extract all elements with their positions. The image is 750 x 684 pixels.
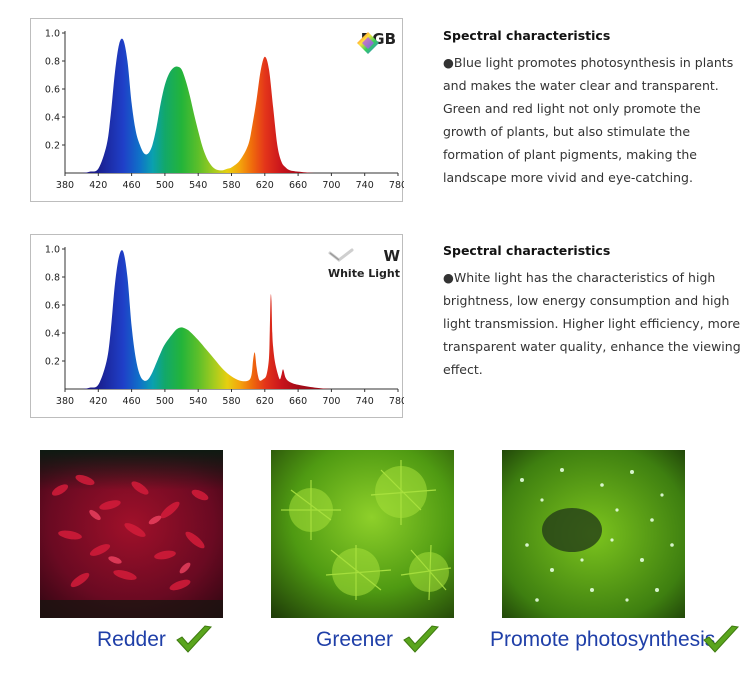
y-tick-label: 0.8	[45, 273, 60, 284]
x-tick-label: 580	[222, 396, 240, 407]
greener-caption: Greener	[316, 622, 441, 658]
white-text: ●White light has the characteristics of …	[443, 270, 741, 377]
spectrum-area	[65, 38, 398, 174]
greener-caption-text: Greener	[316, 628, 394, 651]
x-tick-label: 380	[56, 396, 74, 407]
x-tick-label: 740	[356, 180, 374, 191]
y-tick-label: 0.6	[45, 301, 60, 312]
white-heading: Spectral characteristics	[443, 243, 611, 258]
y-tick-label: 0.4	[45, 329, 60, 340]
x-tick-label: 420	[89, 396, 107, 407]
white-legend: W White Light	[328, 247, 400, 280]
y-tick-label: 0.6	[45, 85, 60, 96]
x-tick-label: 580	[222, 180, 240, 191]
x-tick-label: 540	[189, 396, 207, 407]
y-tick-label: 0.2	[45, 141, 60, 152]
rgb-led-icon	[356, 32, 379, 54]
x-tick-label: 780	[389, 180, 404, 191]
check-icon	[176, 625, 212, 653]
x-tick-label: 380	[56, 180, 74, 191]
x-tick-label: 460	[123, 180, 141, 191]
white-legend-sublabel: White Light	[327, 267, 400, 280]
y-tick-label: 0.2	[45, 357, 60, 368]
x-tick-label: 740	[356, 396, 374, 407]
x-tick-label: 500	[156, 180, 174, 191]
red-plants-photo	[40, 450, 223, 618]
redder-caption: Redder	[97, 622, 214, 658]
white-legend-label: W	[383, 247, 400, 265]
x-tick-label: 540	[189, 180, 207, 191]
redder-caption-text: Redder	[97, 628, 166, 651]
photosynthesis-caption-text: Promote photosynthesis	[490, 628, 716, 651]
x-tick-label: 700	[322, 180, 340, 191]
rgb-description: Spectral characteristics ●Blue light pro…	[443, 28, 743, 189]
check-icon	[703, 625, 740, 653]
x-tick-label: 660	[289, 396, 307, 407]
x-tick-label: 460	[123, 396, 141, 407]
x-tick-label: 780	[389, 396, 404, 407]
rgb-spectrum-chart: 0.2 0.4 0.6 0.8 1.0 380 420 460 500 540 580 620 660 7…	[30, 18, 404, 202]
x-tick-label: 620	[256, 180, 274, 191]
white-description: Spectral characteristics ●White light ha…	[443, 243, 743, 381]
photosynthesis-caption: Promote photosynthesis	[490, 622, 741, 658]
y-tick-label: 1.0	[45, 245, 60, 256]
rgb-spectrum-plot: 0.2 0.4 0.6 0.8 1.0 380 420 460 500 540 580 620 660 7…	[45, 29, 404, 192]
x-tick-label: 700	[322, 396, 340, 407]
white-spectrum-plot: 0.2 0.4 0.6 0.8 1.0 380 420 460 500 540 580 620 660 7…	[45, 245, 404, 408]
y-tick-label: 0.4	[45, 113, 60, 124]
white-led-icon	[328, 248, 354, 262]
y-tick-label: 1.0	[45, 29, 60, 40]
check-icon	[403, 625, 440, 653]
green-plants-photo	[271, 450, 454, 618]
y-tick-label: 0.8	[45, 57, 60, 68]
photosynthesis-photo	[502, 450, 685, 618]
x-tick-label: 620	[256, 396, 274, 407]
x-tick-label: 660	[289, 180, 307, 191]
rgb-heading: Spectral characteristics	[443, 28, 611, 43]
rgb-legend: RGB	[355, 30, 396, 54]
x-tick-label: 500	[156, 396, 174, 407]
white-spectrum-chart: 0.2 0.4 0.6 0.8 1.0 380 420 460 500 540 580 620 660 7…	[30, 234, 404, 418]
rgb-text: ●Blue light promotes photosynthesis in p…	[443, 55, 734, 185]
x-tick-label: 420	[89, 180, 107, 191]
